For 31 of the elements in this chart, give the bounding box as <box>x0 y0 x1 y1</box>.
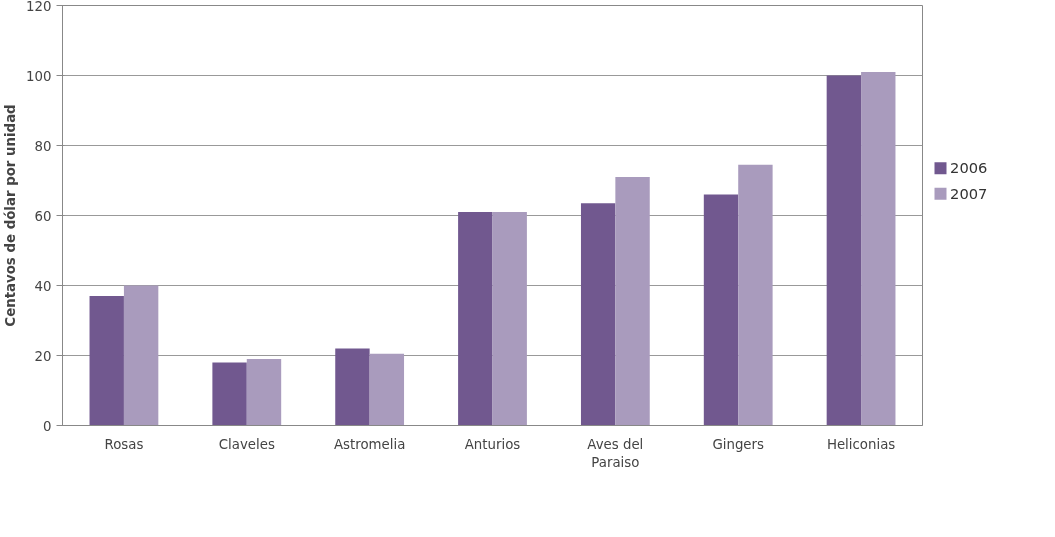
y-tick-label: 0 <box>43 418 52 434</box>
x-tick-label: Astromelia <box>333 436 406 452</box>
y-tick-label: 100 <box>26 68 52 84</box>
legend-label: 2006 <box>950 159 988 177</box>
bar <box>703 194 739 426</box>
bar <box>861 72 896 426</box>
bar <box>369 353 405 426</box>
bar <box>246 359 282 426</box>
bar <box>826 75 862 426</box>
y-tick-label: 120 <box>26 0 52 14</box>
bar <box>335 348 370 426</box>
legend-label: 2007 <box>950 184 988 202</box>
y-tick-label: 80 <box>34 138 52 154</box>
bar <box>615 177 650 426</box>
y-tick-label: 60 <box>34 208 52 224</box>
bar <box>123 285 159 426</box>
x-tick-label: Gingers <box>712 436 765 452</box>
bar <box>738 164 773 426</box>
y-tick-label: 40 <box>34 278 52 294</box>
x-tick-label: Rosas <box>104 436 144 452</box>
bar <box>89 296 124 426</box>
bar <box>492 212 527 426</box>
x-tick-label: Claveles <box>218 436 275 452</box>
x-tick-label: Aves del Paraiso <box>587 436 644 470</box>
bar <box>580 203 616 426</box>
bar <box>212 362 247 426</box>
y-tick-label: 20 <box>34 348 52 364</box>
x-tick-label: Heliconias <box>826 436 896 452</box>
bar <box>458 212 493 426</box>
y-axis-title: Centavos de dólar por unidad <box>3 104 19 327</box>
x-tick-label: Anturios <box>464 436 521 452</box>
